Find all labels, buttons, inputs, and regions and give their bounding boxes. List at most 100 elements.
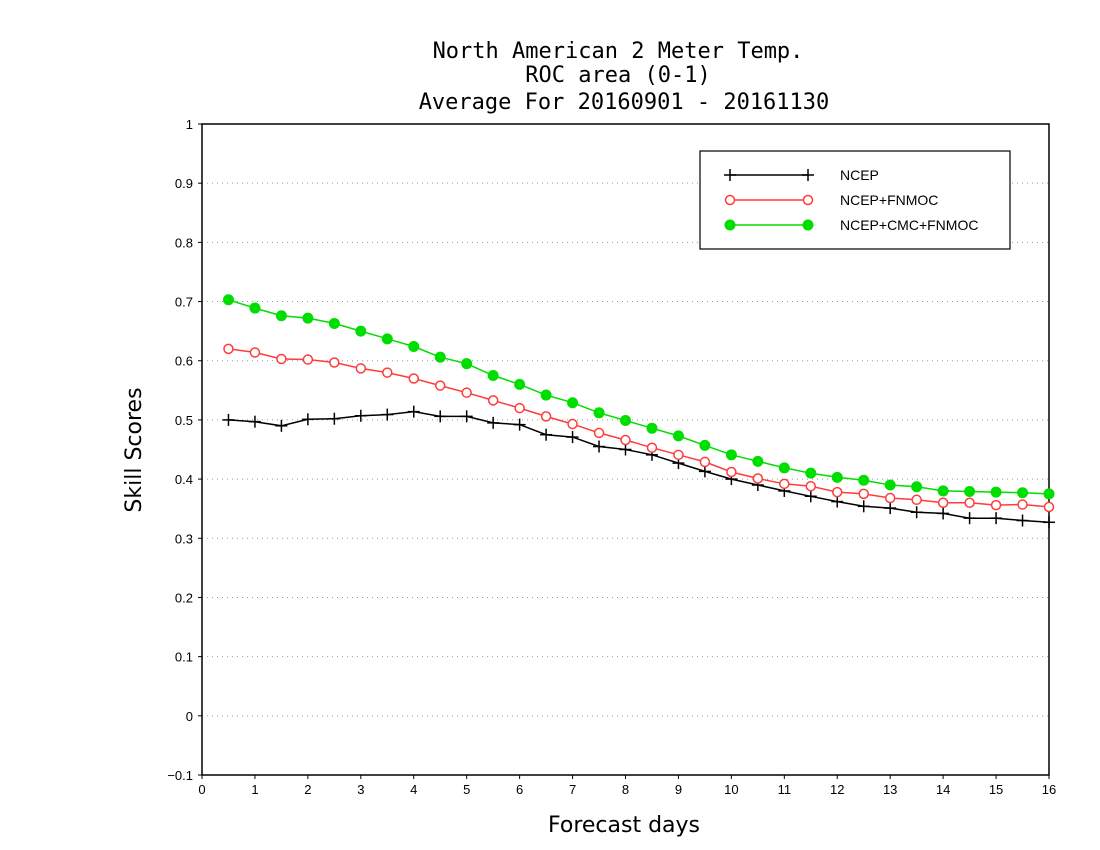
data-point [725, 449, 737, 461]
data-point [566, 431, 579, 444]
legend: NCEP NCEP+FNMOC NCEP+CMC+FNMOC [699, 150, 1011, 250]
x-tick-label: 0 [198, 782, 205, 797]
data-point [382, 367, 393, 378]
x-tick-label: 11 [778, 782, 792, 797]
data-point [858, 474, 870, 486]
data-point [646, 442, 658, 453]
data-point [249, 302, 261, 314]
data-point [487, 416, 500, 429]
data-point [805, 467, 817, 479]
data-point [354, 409, 367, 422]
data-point [990, 512, 1003, 525]
data-point [223, 343, 234, 355]
data-point [222, 413, 235, 426]
chart-title-line-2: ROC area (0-1) [525, 63, 710, 88]
data-point [408, 373, 419, 384]
data-point [805, 480, 817, 492]
y-tick-label: 0.4 [175, 472, 193, 487]
data-point [1043, 488, 1055, 500]
data-point [990, 486, 1002, 498]
data-point [328, 412, 341, 425]
legend-marker [802, 169, 814, 181]
y-tick-label: 0.2 [175, 590, 193, 605]
data-point [276, 353, 287, 365]
data-point [963, 512, 976, 525]
data-point [857, 500, 870, 513]
data-point [408, 341, 420, 353]
x-axis-label: Forecast days [548, 813, 700, 838]
legend-marker [724, 169, 736, 181]
chart-title-line-1: North American 2 Meter Temp. [433, 39, 804, 64]
x-tick-label: 14 [936, 782, 950, 797]
data-point [884, 479, 896, 491]
data-point [1043, 501, 1055, 513]
data-point [381, 333, 393, 345]
data-point [487, 395, 499, 406]
x-axis-ticks: 0 1 2 3 4 5 6 7 8 9 10 11 12 13 14 15 16 [198, 775, 1056, 797]
y-tick-label: 0.6 [175, 354, 193, 369]
data-point [937, 497, 949, 509]
x-tick-label: 6 [516, 782, 523, 797]
data-point [434, 410, 447, 423]
data-point [1017, 499, 1028, 510]
y-tick-label: 0 [186, 709, 193, 724]
data-point [964, 497, 975, 509]
data-point [222, 294, 234, 306]
data-point [831, 495, 844, 508]
data-point [540, 428, 553, 441]
data-point [778, 462, 790, 474]
data-point [540, 411, 552, 422]
data-point [248, 415, 261, 428]
x-tick-label: 9 [675, 782, 682, 797]
y-tick-label: 1 [186, 117, 193, 132]
x-tick-label: 8 [622, 782, 629, 797]
data-point [328, 317, 340, 329]
data-point [434, 380, 446, 391]
data-point [567, 418, 578, 430]
legend-marker [802, 219, 814, 231]
data-point [593, 407, 605, 419]
data-point [407, 405, 420, 418]
y-tick-label: 0.9 [175, 176, 193, 191]
data-point [964, 486, 976, 498]
y-tick-label: 0.1 [175, 650, 193, 665]
y-tick-label: 0.7 [175, 295, 193, 310]
x-tick-label: 10 [724, 782, 738, 797]
data-point [460, 410, 473, 423]
x-tick-label: 7 [569, 782, 576, 797]
data-point [804, 490, 817, 503]
data-point [831, 471, 843, 483]
data-point [381, 408, 394, 421]
data-point [355, 363, 367, 374]
data-point [858, 488, 869, 500]
legend-item: NCEP+CMC+FNMOC [724, 217, 978, 233]
data-point [434, 351, 446, 363]
data-point [672, 430, 684, 442]
data-point [567, 397, 579, 409]
x-tick-label: 5 [463, 782, 470, 797]
data-point [593, 440, 606, 453]
data-point [726, 466, 737, 478]
y-axis-label: Skill Scores [122, 387, 147, 512]
data-point [301, 413, 314, 426]
x-tick-label: 3 [357, 782, 364, 797]
data-point [990, 499, 1002, 511]
data-point [302, 312, 314, 324]
data-point [911, 481, 923, 493]
series-line [228, 410, 1050, 524]
series-1 [223, 343, 1055, 513]
data-point [1043, 516, 1055, 529]
data-point [275, 419, 288, 432]
data-point [275, 310, 287, 322]
data-point [673, 449, 684, 461]
data-point [832, 486, 843, 498]
legend-marker [724, 219, 736, 231]
data-point [487, 370, 499, 382]
x-tick-label: 12 [830, 782, 844, 797]
y-axis-ticks: −0.1 0 0.1 0.2 0.3 0.4 0.5 0.6 0.7 0.8 0.9 1 [167, 117, 202, 783]
data-point [540, 389, 552, 401]
data-point [620, 415, 631, 427]
series-layer [222, 294, 1055, 529]
series-line [228, 348, 1050, 508]
